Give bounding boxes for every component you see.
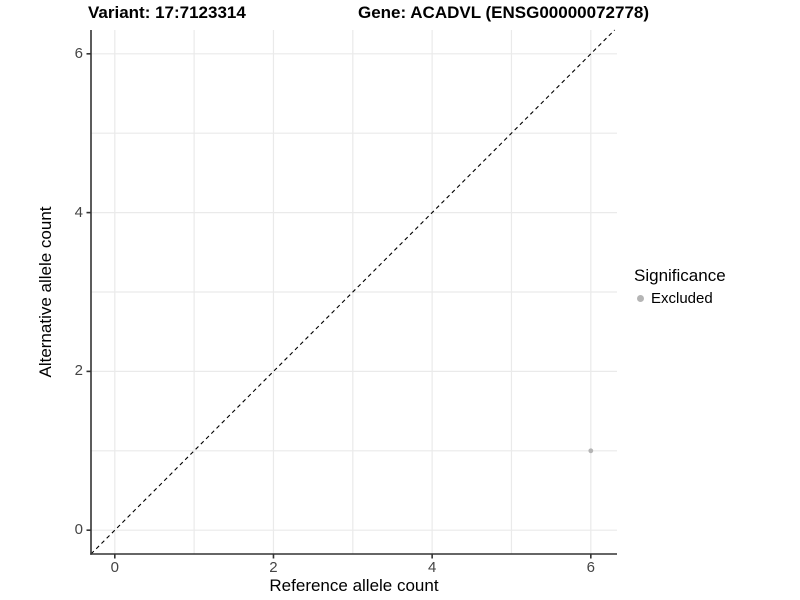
- legend-entry-excluded: Excluded: [634, 289, 726, 307]
- y-tick-label: 4: [74, 203, 83, 221]
- y-tick-label: 0: [74, 521, 83, 539]
- x-tick-label: 0: [110, 559, 119, 576]
- legend-key: [629, 289, 651, 307]
- circle-icon: [636, 294, 644, 302]
- x-axis-title: Reference allele count: [269, 576, 439, 595]
- legend-entry-label: Excluded: [651, 289, 713, 307]
- y-tick-label: 2: [74, 362, 83, 380]
- data-point: [588, 448, 594, 454]
- y-axis-title: Alternative allele count: [36, 206, 55, 378]
- x-tick-label: 6: [586, 559, 595, 576]
- legend: Significance Excluded: [634, 266, 726, 307]
- x-tick-label: 2: [269, 559, 278, 576]
- y-tick-label: 6: [74, 44, 83, 62]
- gene-title: Gene: ACADVL (ENSG00000072778): [358, 3, 650, 22]
- identity-dashed-line: [90, 29, 616, 555]
- variant-title: Variant: 17:7123314: [88, 3, 246, 22]
- legend-title: Significance: [634, 266, 726, 285]
- x-tick-label: 4: [427, 559, 437, 576]
